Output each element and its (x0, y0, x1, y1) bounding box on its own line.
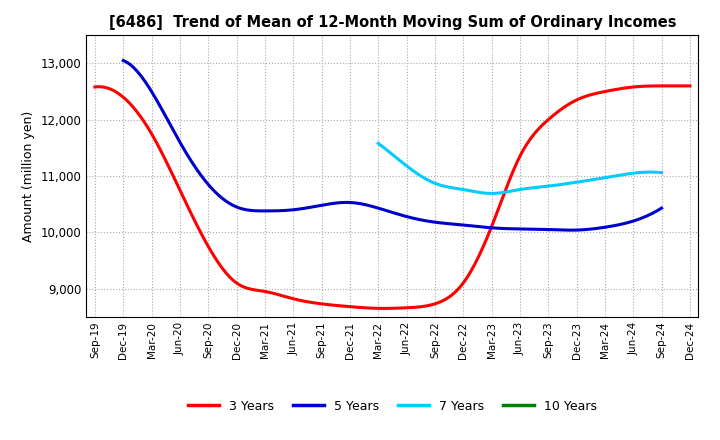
Legend: 3 Years, 5 Years, 7 Years, 10 Years: 3 Years, 5 Years, 7 Years, 10 Years (183, 395, 602, 418)
Title: [6486]  Trend of Mean of 12-Month Moving Sum of Ordinary Incomes: [6486] Trend of Mean of 12-Month Moving … (109, 15, 676, 30)
Y-axis label: Amount (million yen): Amount (million yen) (22, 110, 35, 242)
